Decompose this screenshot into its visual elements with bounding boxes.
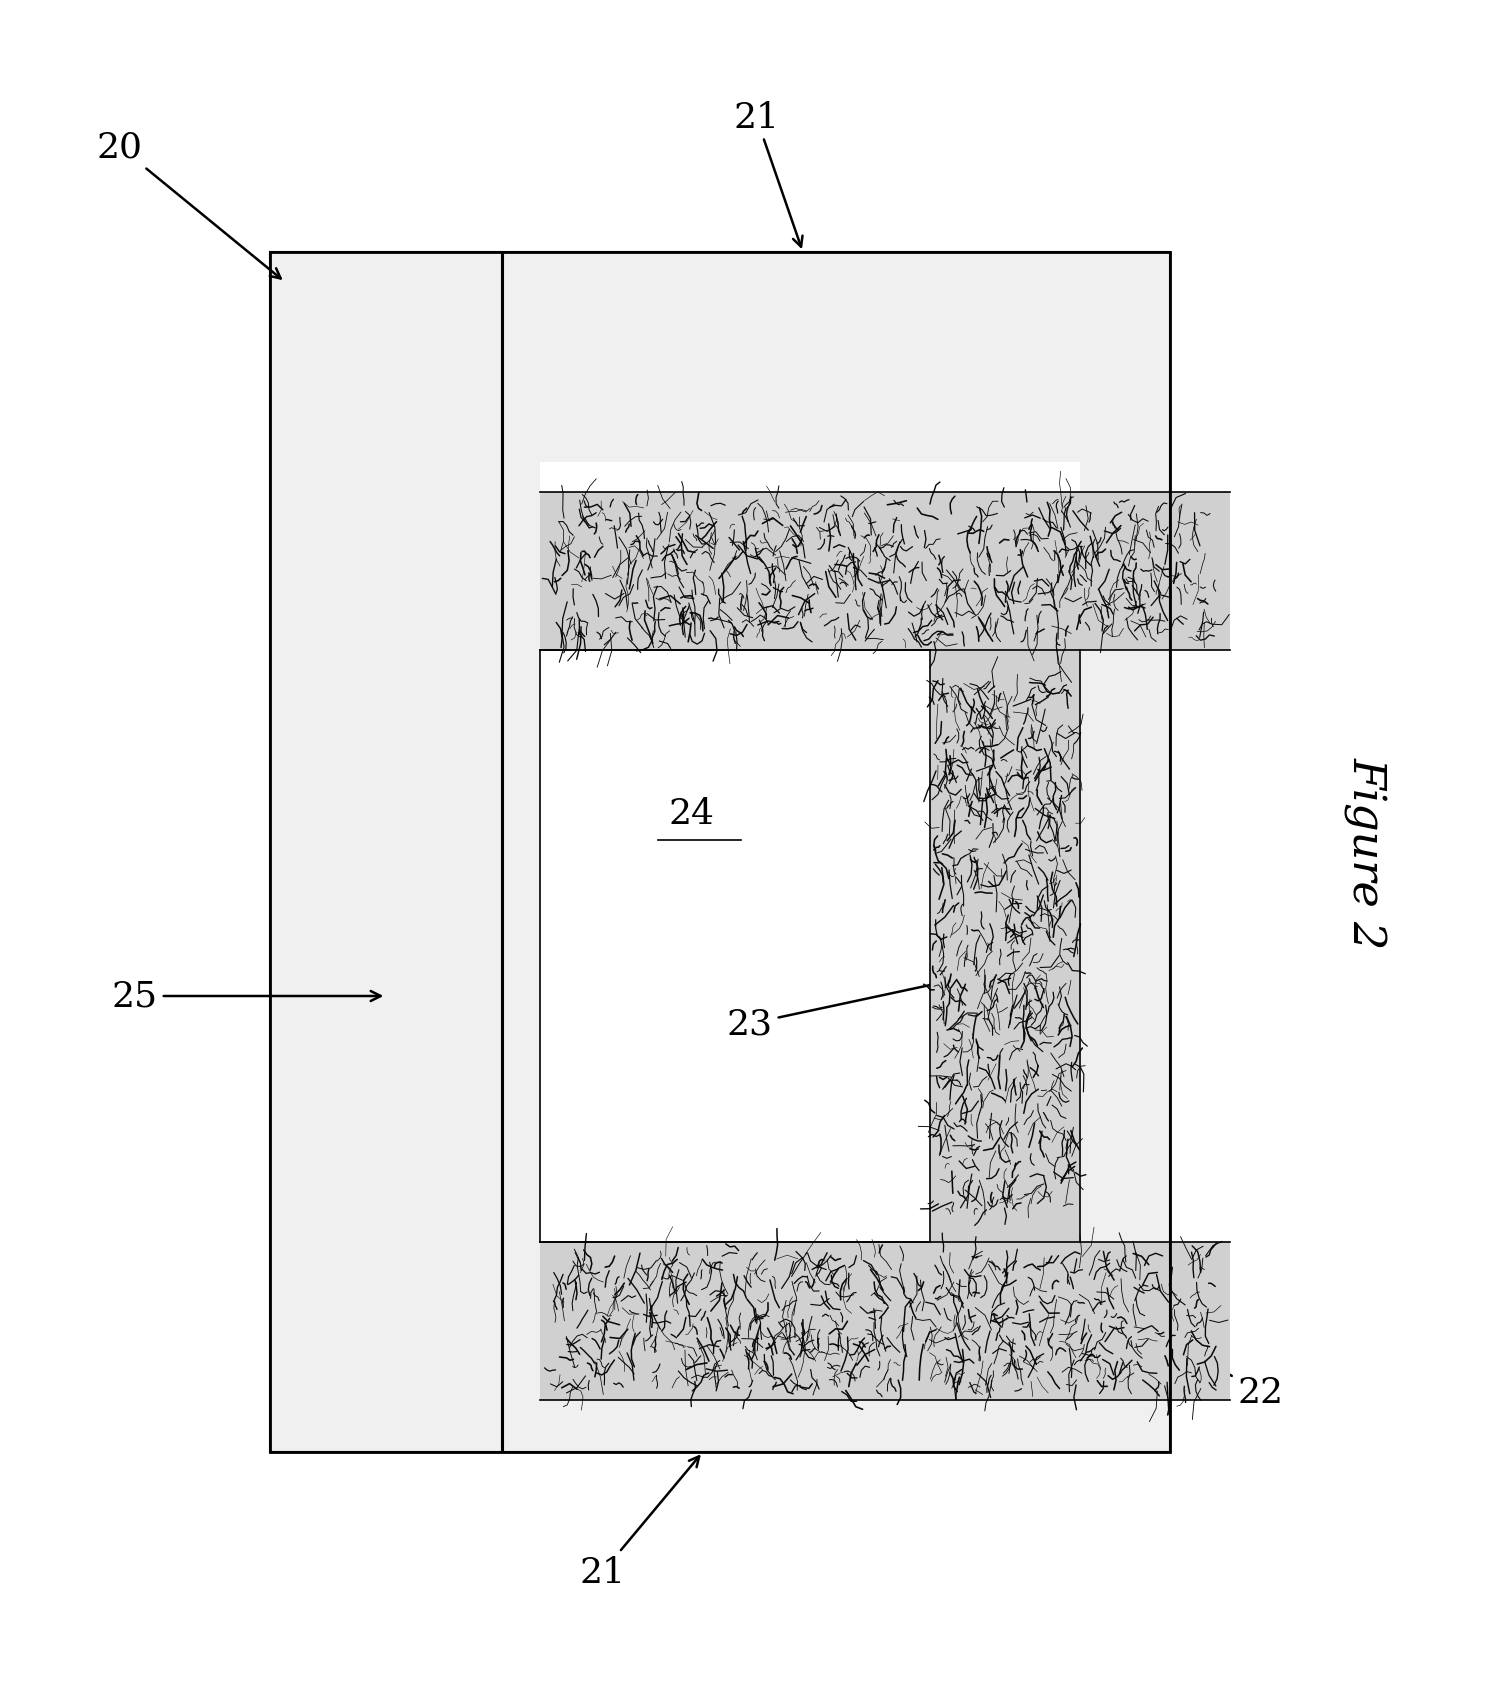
Text: 20: 20 (98, 131, 280, 280)
Text: Figure 2: Figure 2 (1344, 757, 1386, 948)
Bar (540, 462, 1080, 1243)
Bar (930, 650, 1080, 1243)
Text: 21: 21 (734, 101, 802, 247)
Bar (270, 252, 502, 1453)
Bar (270, 252, 502, 1453)
Text: 23: 23 (728, 968, 999, 1042)
Bar (503, 252, 1170, 1453)
Text: 21: 21 (579, 1456, 699, 1589)
Text: 22: 22 (1160, 1335, 1282, 1408)
Bar (270, 252, 1170, 1453)
Bar (503, 252, 1170, 1453)
Bar (540, 1243, 1230, 1400)
Text: 25: 25 (112, 979, 381, 1013)
Bar (540, 493, 1230, 650)
Text: 24: 24 (668, 796, 714, 830)
